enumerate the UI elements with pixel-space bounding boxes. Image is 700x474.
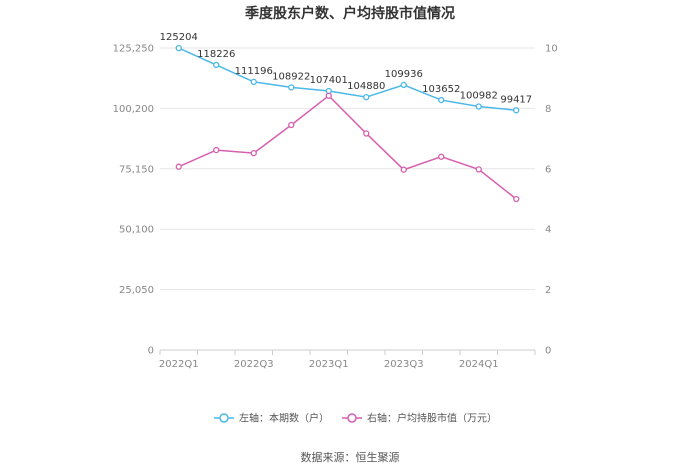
legend-label: 左轴：本期数（户） <box>239 412 329 425</box>
series-point-2 <box>325 92 332 99</box>
legend: 左轴：本期数（户） 右轴：户均持股市值（万元） <box>214 412 497 425</box>
series-point-2 <box>475 166 482 173</box>
data-label: 100982 <box>460 91 498 102</box>
legend-swatch-marker <box>219 413 229 423</box>
series-line-2 <box>178 94 517 200</box>
source-note: 数据来源：恒生聚源 <box>301 450 400 464</box>
legend-swatch-marker <box>347 413 357 423</box>
chart-title: 季度股东户数、户均持股市值情况 <box>244 5 455 22</box>
right-tick-label: 6 <box>545 164 551 175</box>
x-tick-label: 2022Q1 <box>159 359 199 370</box>
series-point-2 <box>213 146 220 154</box>
series-point-1 <box>175 44 182 52</box>
series-point-1 <box>513 107 520 114</box>
data-label: 104880 <box>347 81 385 92</box>
x-tick-label: 2024Q1 <box>459 359 499 370</box>
data-label: 125204 <box>160 32 198 43</box>
x-tick-label: 2023Q1 <box>309 359 349 370</box>
series-point-2 <box>363 130 370 137</box>
data-label: 118226 <box>197 49 235 60</box>
data-label: 99417 <box>500 94 532 105</box>
left-tick-label: 0 <box>148 346 154 357</box>
series-point-1 <box>288 84 295 91</box>
series-point-2 <box>175 163 182 170</box>
left-tick-label: 125,250 <box>113 44 154 55</box>
series-point-2 <box>250 149 257 157</box>
right-tick-label: 8 <box>545 104 551 115</box>
left-tick-label: 75,150 <box>119 164 154 175</box>
x-tick-label: 2023Q3 <box>384 359 424 370</box>
series-point-1 <box>213 61 220 69</box>
legend-item-2[interactable]: 右轴：户均持股市值（万元） <box>342 412 497 425</box>
series-point-1 <box>363 93 370 101</box>
left-tick-label: 25,050 <box>119 285 154 296</box>
data-label: 108922 <box>272 71 310 82</box>
series-line-1 <box>178 47 517 112</box>
legend-item-1[interactable]: 左轴：本期数（户） <box>214 412 329 425</box>
data-label: 103652 <box>422 84 460 95</box>
grid <box>160 47 535 351</box>
series-point-1 <box>250 78 257 86</box>
series-point-1 <box>438 96 445 104</box>
series-point-2 <box>400 166 407 173</box>
right-tick-label: 0 <box>545 346 551 357</box>
series-point-1 <box>400 81 407 89</box>
series-point-1 <box>475 103 482 110</box>
left-tick-label: 100,200 <box>113 104 154 115</box>
series-point-2 <box>513 195 520 203</box>
data-label: 107401 <box>310 75 348 86</box>
right-tick-label: 10 <box>545 44 558 55</box>
series-point-2 <box>288 121 295 129</box>
data-label: 109936 <box>385 69 423 80</box>
right-tick-label: 4 <box>545 225 551 236</box>
left-axis: 0 25,050 50,100 75,150 100,200 125,250 <box>113 44 154 357</box>
x-axis: 2022Q1 2022Q3 2023Q1 2023Q3 2024Q1 <box>159 350 536 370</box>
data-label: 111196 <box>235 66 273 77</box>
right-tick-label: 2 <box>545 285 551 296</box>
series-point-2 <box>438 153 445 160</box>
legend-label: 右轴：户均持股市值（万元） <box>367 412 497 425</box>
left-tick-label: 50,100 <box>119 225 154 236</box>
right-axis: 0 2 4 6 8 10 <box>545 44 558 357</box>
x-tick-label: 2022Q3 <box>234 359 274 370</box>
